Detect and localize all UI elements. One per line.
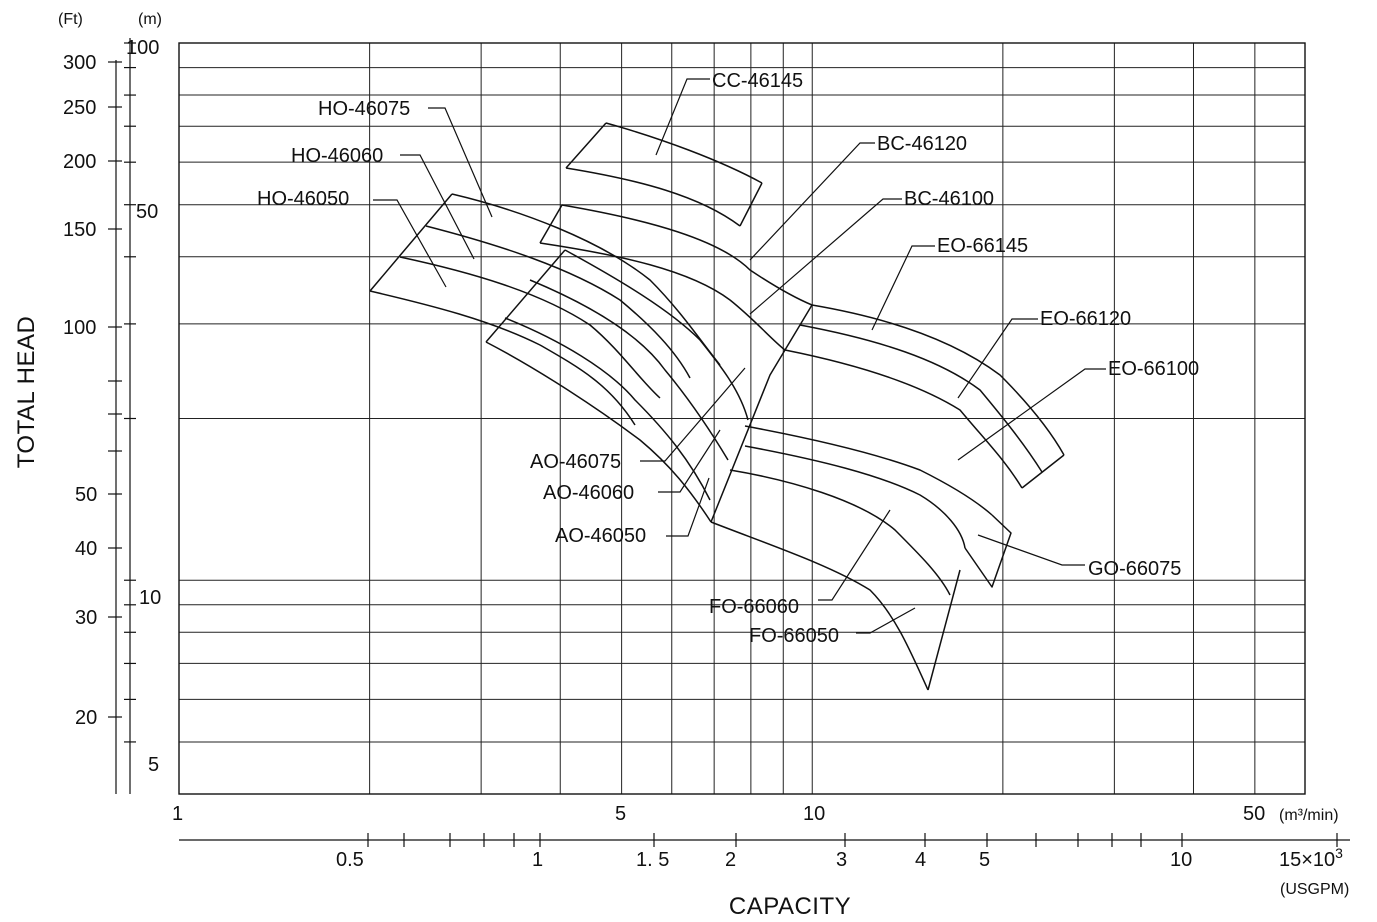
label-fo-66050: FO-66050 — [749, 625, 839, 647]
ft-tick-100: 100 — [63, 317, 96, 339]
curve-eo-66145 — [811, 304, 1065, 456]
grid — [124, 42, 1305, 794]
curve-ho-46060 — [425, 225, 691, 379]
curve-bc-46120 — [561, 204, 813, 306]
curve-fo-66060 — [744, 445, 966, 549]
label-ao-46050: AO-46050 — [555, 525, 646, 547]
usgpm-unit: (USGPM) — [1280, 881, 1349, 898]
feet-unit-label: (Ft) — [58, 11, 83, 28]
y-axis-title: TOTAL HEAD — [13, 316, 40, 469]
label-eo-66120: EO-66120 — [1040, 308, 1131, 330]
label-go-66075: GO-66075 — [1088, 558, 1181, 580]
usgpm-tick-1: 1 — [532, 849, 543, 871]
model-labels: CC-46145 HO-46075 HO-46060 HO-46050 BC-4… — [257, 70, 1199, 647]
curve-ho-left — [369, 193, 453, 292]
label-ho-46060: HO-46060 — [291, 145, 383, 167]
curve-fo-66050 — [729, 469, 951, 596]
curve-ho-bottom — [369, 290, 636, 426]
usgpm-ticks — [367, 833, 1338, 847]
curve-ao-46050 — [504, 317, 711, 501]
usgpm-tick-10: 10 — [1170, 849, 1192, 871]
ft-tick-30: 30 — [75, 607, 97, 629]
curve-eo-66120 — [799, 324, 1043, 473]
usgpm-tick-5: 5 — [979, 849, 990, 871]
ft-tick-50: 50 — [75, 484, 97, 506]
label-bc-46120: BC-46120 — [877, 133, 967, 155]
usgpm-tick-2: 2 — [725, 849, 736, 871]
curve-bc-46100 — [539, 242, 786, 351]
curve-ho-46075 — [451, 193, 721, 366]
curve-ho-46050 — [399, 256, 661, 399]
m-tick-5: 5 — [148, 754, 159, 776]
usgpm-tick-1-5: 1. 5 — [636, 849, 669, 871]
feet-ticks — [108, 61, 122, 718]
curve-cc-46145 — [565, 167, 741, 227]
ft-tick-20: 20 — [75, 707, 97, 729]
label-ho-46050: HO-46050 — [257, 188, 349, 210]
curve-go-66075 — [744, 425, 993, 516]
m-tick-100: 100 — [126, 37, 159, 59]
x-tick-10: 10 — [803, 803, 825, 825]
x-tick-50: 50 — [1243, 803, 1265, 825]
curve-ao-left — [485, 249, 566, 343]
ft-tick-40: 40 — [75, 538, 97, 560]
ft-tick-150: 150 — [63, 219, 96, 241]
usgpm-tick-3: 3 — [836, 849, 847, 871]
ft-tick-300: 300 — [63, 52, 96, 74]
label-ho-46075: HO-46075 — [318, 98, 410, 120]
curve-eo-right — [1021, 454, 1065, 489]
label-ao-46060: AO-46060 — [543, 482, 634, 504]
usgpm-tick-4: 4 — [915, 849, 926, 871]
curve-eo-66100 — [784, 349, 1023, 489]
usgpm-tick-0-5: 0.5 — [336, 849, 364, 871]
label-ao-46075: AO-46075 — [530, 451, 621, 473]
curve-ao-46075 — [564, 249, 749, 421]
curve-go-right — [964, 514, 1012, 588]
curve-fo-right — [927, 569, 961, 691]
label-bc-46100: BC-46100 — [904, 188, 994, 210]
curve-cc-46145-top — [605, 122, 763, 184]
curve-ao-46060 — [529, 279, 729, 461]
plot-frame — [178, 42, 1306, 795]
usgpm-multiplier: 15×103 — [1279, 845, 1343, 871]
label-fo-66060: FO-66060 — [709, 596, 799, 618]
meter-unit-label: (m) — [138, 11, 162, 28]
curve-cc-46145-sides — [565, 122, 763, 227]
x-tick-5: 5 — [615, 803, 626, 825]
curve-ao-bottom — [485, 341, 712, 523]
label-eo-66100: EO-66100 — [1108, 358, 1199, 380]
curve-ao-right — [710, 304, 813, 523]
m-tick-50: 50 — [136, 201, 158, 223]
x-tick-1: 1 — [172, 803, 183, 825]
curve-fo-bottom — [710, 521, 929, 691]
ft-tick-250: 250 — [63, 97, 96, 119]
curve-bc-left — [539, 204, 563, 244]
m-tick-10: 10 — [139, 587, 161, 609]
ft-tick-200: 200 — [63, 151, 96, 173]
label-eo-66145: EO-66145 — [937, 235, 1028, 257]
label-cc-46145: CC-46145 — [712, 70, 803, 92]
x-unit-m3min: (m³/min) — [1279, 807, 1339, 824]
x-axis-title: CAPACITY — [729, 893, 851, 920]
